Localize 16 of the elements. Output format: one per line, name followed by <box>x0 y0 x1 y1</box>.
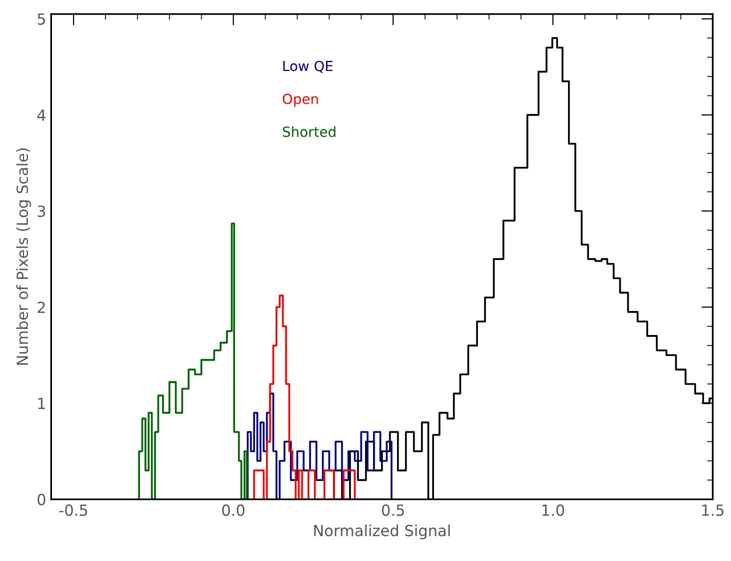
y-tick-label: 5 <box>38 13 45 25</box>
y-tick-label: 3 <box>38 205 46 218</box>
x-tick-label: 0.5 <box>382 504 404 516</box>
x-tick-label: -0.5 <box>59 504 88 516</box>
text: Open <box>282 94 318 107</box>
y-tick-label: 2 <box>38 302 45 313</box>
text: Shorted <box>282 126 336 138</box>
text: Low QE <box>283 60 333 73</box>
y-tick-label: 1 <box>38 398 45 409</box>
y-tick-label: 0 <box>38 494 46 506</box>
y-tick-label: 4 <box>37 110 46 121</box>
x-tick-label: 0.0 <box>222 504 244 516</box>
x-axis-title: Normalized Signal <box>314 524 450 540</box>
x-tick-label: 1.0 <box>542 504 564 516</box>
x-tick-label: 1.5 <box>702 504 724 516</box>
y-axis-title: Number of Pixels (Log Scale) <box>16 148 32 365</box>
